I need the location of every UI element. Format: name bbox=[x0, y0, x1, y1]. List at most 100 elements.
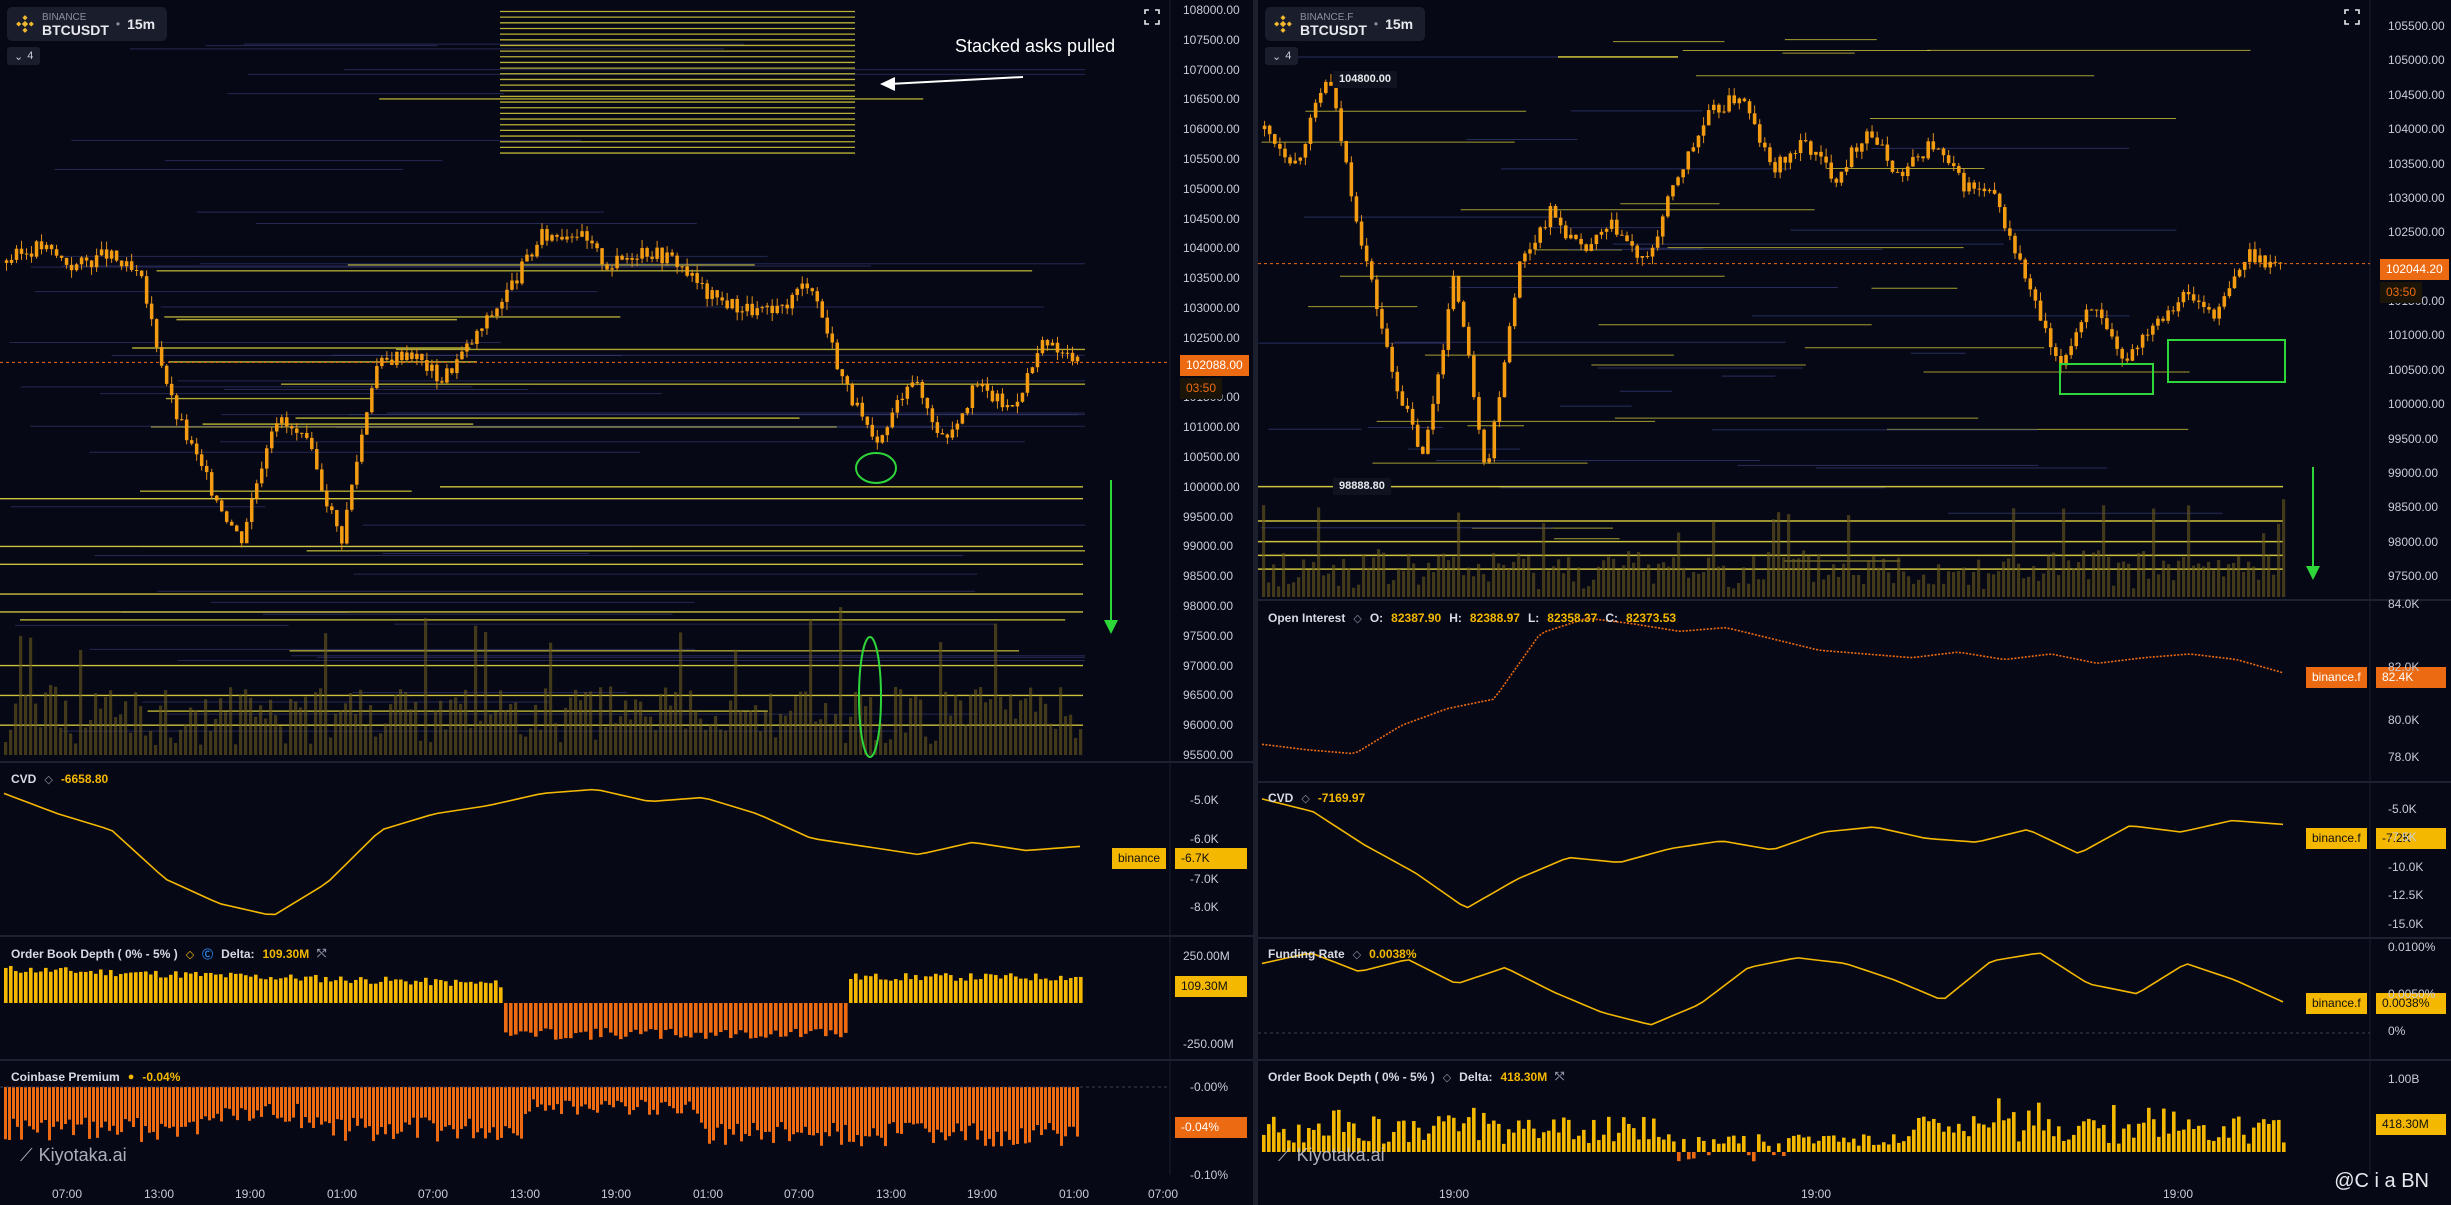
candle bbox=[1844, 167, 1849, 172]
volume-bar bbox=[569, 697, 573, 755]
candle bbox=[1717, 104, 1721, 113]
timeframe-label[interactable]: 15m bbox=[127, 16, 156, 32]
volume-bar bbox=[459, 703, 463, 755]
premium-bar bbox=[976, 1087, 979, 1140]
obd-legend[interactable]: Order Book Depth ( 0% - 5% ) ◇ Ⓒ Delta: … bbox=[11, 946, 326, 962]
obd-bar bbox=[2007, 1118, 2011, 1152]
obd-bar bbox=[764, 1003, 768, 1038]
premium-bar bbox=[316, 1087, 319, 1118]
volume-bar bbox=[944, 691, 948, 755]
candle bbox=[1951, 163, 1956, 167]
hide-icon[interactable]: ⤲ bbox=[317, 947, 327, 960]
candle bbox=[1957, 166, 1961, 173]
volume-bar bbox=[1857, 575, 1861, 597]
funding-legend[interactable]: Funding Rate ◇ 0.0038% bbox=[1268, 947, 1417, 961]
cvd-legend[interactable]: CVD ◇ -7169.97 bbox=[1268, 791, 1365, 805]
premium-bar bbox=[916, 1087, 919, 1124]
cvd-legend[interactable]: CVD ◇ -6658.80 bbox=[11, 772, 108, 786]
candle bbox=[2013, 235, 2017, 254]
candle bbox=[1584, 244, 1588, 251]
left-chart-canvas[interactable] bbox=[0, 0, 1253, 1205]
volume-bar bbox=[1727, 586, 1731, 597]
fullscreen-icon[interactable] bbox=[2343, 8, 2361, 26]
obd-bar bbox=[1502, 1143, 1506, 1152]
legend-toggle[interactable]: ⌄ 4 bbox=[1265, 47, 1299, 65]
obd-bar bbox=[984, 973, 988, 1003]
obd-bar bbox=[1887, 1144, 1891, 1152]
premium-legend[interactable]: Coinbase Premium ● -0.04% bbox=[11, 1070, 180, 1084]
premium-bar bbox=[324, 1087, 327, 1122]
right-chart-canvas[interactable] bbox=[1258, 0, 2451, 1205]
candle bbox=[450, 368, 454, 374]
volume-bar bbox=[644, 716, 648, 755]
fullscreen-icon[interactable] bbox=[1143, 8, 1161, 26]
obd-bar bbox=[134, 972, 138, 1003]
sort-icon[interactable]: ◇ bbox=[185, 948, 195, 961]
obd-bar bbox=[744, 1003, 748, 1033]
volume-bar bbox=[1897, 557, 1901, 597]
volume-bar bbox=[129, 732, 133, 755]
candle bbox=[2222, 296, 2227, 307]
candle bbox=[1814, 151, 1818, 155]
candle bbox=[1288, 157, 1292, 164]
obd-bar bbox=[464, 982, 468, 1003]
obd-bar bbox=[1917, 1117, 1921, 1152]
timeframe-label[interactable]: 15m bbox=[1385, 16, 1414, 32]
candle bbox=[1477, 397, 1481, 430]
premium-bar bbox=[644, 1087, 647, 1102]
premium-bar bbox=[612, 1087, 615, 1108]
volume-bar bbox=[1812, 581, 1816, 597]
premium-bar bbox=[1028, 1087, 1031, 1143]
symbol-info[interactable]: BINANCE.F BTCUSDT • 15m bbox=[1265, 7, 1426, 41]
left-chart-panel[interactable]: BINANCE BTCUSDT • 15m ⌄ 4 Stacked asks p… bbox=[0, 0, 1253, 1205]
right-chart-panel[interactable]: BINANCE.F BTCUSDT • 15m ⌄ 4 104800.00 98… bbox=[1258, 0, 2451, 1205]
obd-legend[interactable]: Order Book Depth ( 0% - 5% ) ◇ Delta: 41… bbox=[1268, 1070, 1564, 1084]
panel-divider[interactable] bbox=[1253, 0, 1258, 1205]
volume-bar bbox=[929, 743, 933, 755]
premium-bar bbox=[576, 1087, 579, 1115]
premium-bar bbox=[76, 1087, 79, 1125]
obd-bar bbox=[1297, 1124, 1301, 1152]
candle bbox=[685, 266, 689, 276]
legend-toggle[interactable]: ⌄ 4 bbox=[7, 47, 41, 65]
sort-icon[interactable]: ◇ bbox=[1301, 792, 1310, 805]
premium-bar bbox=[448, 1087, 451, 1126]
premium-bar bbox=[104, 1087, 107, 1122]
candle bbox=[895, 400, 900, 413]
candle bbox=[640, 248, 644, 259]
obd-bar bbox=[1872, 1144, 1876, 1152]
premium-bar bbox=[932, 1087, 935, 1144]
indicator-count: 4 bbox=[27, 50, 34, 62]
symbol-info[interactable]: BINANCE BTCUSDT • 15m bbox=[7, 7, 168, 41]
premium-bar bbox=[800, 1087, 803, 1133]
sort-icon[interactable]: ◇ bbox=[1353, 612, 1362, 625]
volume-bar bbox=[639, 701, 643, 755]
volume-bar bbox=[609, 686, 613, 755]
candle bbox=[295, 428, 299, 433]
candle bbox=[425, 360, 429, 371]
obd-bar bbox=[1317, 1123, 1321, 1152]
hide-icon[interactable]: ⤲ bbox=[1555, 1070, 1565, 1083]
sort-icon[interactable]: ◇ bbox=[44, 773, 53, 786]
candle bbox=[1070, 352, 1075, 362]
candle bbox=[480, 328, 484, 331]
obd-bar bbox=[1452, 1117, 1456, 1152]
volume-bar bbox=[1592, 579, 1596, 597]
candle bbox=[600, 248, 604, 265]
cvd-tick-label: -6.0K bbox=[1190, 832, 1219, 846]
oi-legend[interactable]: Open Interest ◇ O: 82387.90 H: 82388.97 L:… bbox=[1268, 611, 1676, 625]
candle bbox=[790, 294, 794, 309]
obd-bar bbox=[899, 980, 903, 1003]
candle bbox=[1553, 206, 1558, 218]
candle bbox=[4, 260, 9, 263]
sort-icon[interactable]: ◇ bbox=[1352, 948, 1362, 961]
volume-bar bbox=[1282, 553, 1286, 597]
premium-bar bbox=[836, 1087, 839, 1132]
candle bbox=[355, 461, 359, 485]
candle bbox=[154, 319, 159, 348]
obd-bar bbox=[2097, 1128, 2101, 1152]
sort-icon[interactable]: ◇ bbox=[1442, 1071, 1452, 1084]
volume-bar bbox=[1747, 583, 1751, 597]
volume-bar bbox=[119, 714, 123, 755]
candle bbox=[695, 273, 699, 283]
